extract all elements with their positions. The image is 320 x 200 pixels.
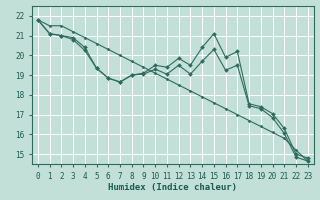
X-axis label: Humidex (Indice chaleur): Humidex (Indice chaleur)	[108, 183, 237, 192]
